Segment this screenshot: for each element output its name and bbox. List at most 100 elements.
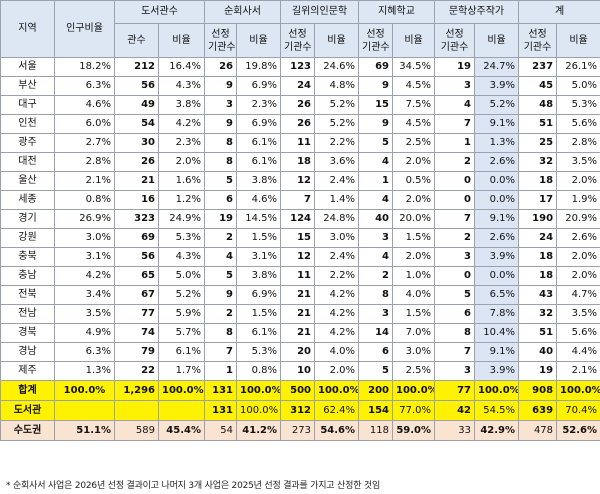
cell-circulating-count: 3 bbox=[204, 95, 237, 115]
cell-humanities-count: 12 bbox=[280, 171, 315, 191]
total-circulating-count: 131 bbox=[204, 380, 237, 401]
cell-circulating-count: 1 bbox=[204, 361, 237, 381]
table-row: 세종 0.8% 16 1.2% 6 4.6% 7 1.4% 4 2.0% 0 0.0% 17 1.9% bbox=[0, 190, 600, 210]
cell-sum-count: 32 bbox=[518, 152, 558, 172]
library-wisdom-count: 154 bbox=[358, 400, 394, 421]
cell-population-ratio: 2.8% bbox=[54, 152, 115, 172]
cell-sum-ratio: 5.6% bbox=[556, 114, 600, 134]
cell-humanities-ratio: 4.2% bbox=[313, 285, 360, 305]
subheader-selected-line2: 기관수 bbox=[208, 41, 236, 53]
cell-writer-count: 0 bbox=[434, 190, 476, 210]
cell-library-count: 54 bbox=[114, 114, 159, 134]
library-writer-count: 42 bbox=[434, 400, 476, 421]
footnote: * 순회사서 사업은 2026년 선정 결과이고 나머지 3개 사업은 2025… bbox=[6, 481, 381, 491]
cell-writer-count: 8 bbox=[434, 323, 476, 343]
cell-region: 강원 bbox=[0, 228, 55, 248]
table-row: 전북 3.4% 67 5.2% 9 6.9% 21 4.2% 8 4.0% 5 6.5% 43 4.7% bbox=[0, 285, 600, 305]
library-humanities-ratio: 62.4% bbox=[313, 400, 360, 421]
cell-wisdom-ratio: 2.0% bbox=[392, 247, 436, 267]
cell-wisdom-ratio: 1.5% bbox=[392, 228, 436, 248]
cell-circulating-count: 2 bbox=[204, 228, 237, 248]
subheader-selected-line1: 선정 bbox=[211, 28, 230, 40]
metro-library-ratio: 45.4% bbox=[158, 420, 205, 441]
cell-sum-count: 24 bbox=[518, 228, 558, 248]
regional-program-table: 지역 인구비율 도서관수 순회사서 길위의인문학 지혜학교 문학상주작가 계 관… bbox=[0, 0, 600, 441]
cell-region: 광주 bbox=[0, 133, 55, 153]
cell-humanities-count: 18 bbox=[280, 152, 315, 172]
header-group-libraries: 도서관수 bbox=[114, 0, 205, 24]
cell-writer-ratio: 5.2% bbox=[474, 95, 520, 115]
table-row: 대전 2.8% 26 2.0% 8 6.1% 18 3.6% 4 2.0% 2 2.6% 32 3.5% bbox=[0, 152, 600, 172]
cell-humanities-count: 123 bbox=[280, 57, 315, 77]
header-group-circulating-librarian: 순회사서 bbox=[204, 0, 281, 24]
cell-wisdom-ratio: 2.0% bbox=[392, 152, 436, 172]
cell-humanities-ratio: 4.8% bbox=[313, 76, 360, 96]
table-row: 인천 6.0% 54 4.2% 9 6.9% 26 5.2% 9 4.5% 7 9.1% 51 5.6% bbox=[0, 114, 600, 134]
cell-writer-count: 2 bbox=[434, 152, 476, 172]
cell-humanities-count: 24 bbox=[280, 76, 315, 96]
cell-sum-ratio: 4.7% bbox=[556, 285, 600, 305]
cell-population-ratio: 1.3% bbox=[54, 361, 115, 381]
cell-circulating-count: 8 bbox=[204, 152, 237, 172]
table-body: 서울 18.2% 212 16.4% 26 19.8% 123 24.6% 69 34.5% 19 2… bbox=[0, 57, 600, 381]
cell-wisdom-count: 9 bbox=[358, 76, 394, 96]
cell-sum-ratio: 2.1% bbox=[556, 361, 600, 381]
table-row: 강원 3.0% 69 5.3% 2 1.5% 15 3.0% 3 1.5% 2 2.6% 24 2.6% bbox=[0, 228, 600, 248]
subheader-selected-count: 선정 기관수 bbox=[358, 23, 394, 58]
table-row: 부산 6.3% 56 4.3% 9 6.9% 24 4.8% 9 4.5% 3 3.9% 45 5.0% bbox=[0, 76, 600, 96]
cell-humanities-ratio: 5.2% bbox=[313, 114, 360, 134]
total-library-ratio: 100.0% bbox=[158, 380, 205, 401]
subheader-selected-line1: 선정 bbox=[366, 28, 385, 40]
cell-wisdom-count: 69 bbox=[358, 57, 394, 77]
cell-sum-count: 45 bbox=[518, 76, 558, 96]
cell-circulating-ratio: 2.3% bbox=[236, 95, 281, 115]
cell-sum-count: 237 bbox=[518, 57, 558, 77]
cell-circulating-ratio: 5.3% bbox=[236, 342, 281, 362]
cell-wisdom-count: 4 bbox=[358, 152, 394, 172]
subheader-ratio: 비율 bbox=[556, 23, 600, 58]
cell-population-ratio: 3.0% bbox=[54, 228, 115, 248]
cell-sum-count: 19 bbox=[518, 361, 558, 381]
header-population-ratio: 인구비율 bbox=[54, 0, 115, 58]
metro-wisdom-ratio: 59.0% bbox=[392, 420, 436, 441]
cell-writer-ratio: 2.6% bbox=[474, 228, 520, 248]
cell-population-ratio: 26.9% bbox=[54, 209, 115, 229]
table-row: 경남 6.3% 79 6.1% 7 5.3% 20 4.0% 6 3.0% 7 9.1% 40 4.4% bbox=[0, 342, 600, 362]
cell-sum-ratio: 2.6% bbox=[556, 228, 600, 248]
cell-humanities-ratio: 2.4% bbox=[313, 171, 360, 191]
cell-wisdom-ratio: 4.0% bbox=[392, 285, 436, 305]
header-group-wisdom-school: 지혜학교 bbox=[358, 0, 436, 24]
cell-humanities-ratio: 4.0% bbox=[313, 342, 360, 362]
cell-library-ratio: 1.6% bbox=[158, 171, 205, 191]
cell-humanities-count: 11 bbox=[280, 266, 315, 286]
cell-wisdom-count: 1 bbox=[358, 171, 394, 191]
cell-humanities-count: 21 bbox=[280, 285, 315, 305]
table-row: 울산 2.1% 21 1.6% 5 3.8% 12 2.4% 1 0.5% 0 0.0% 18 2.0% bbox=[0, 171, 600, 191]
cell-sum-count: 18 bbox=[518, 171, 558, 191]
cell-circulating-count: 7 bbox=[204, 342, 237, 362]
cell-circulating-ratio: 6.9% bbox=[236, 114, 281, 134]
cell-circulating-count: 5 bbox=[204, 171, 237, 191]
cell-library-ratio: 4.2% bbox=[158, 114, 205, 134]
cell-wisdom-count: 3 bbox=[358, 228, 394, 248]
cell-humanities-count: 20 bbox=[280, 342, 315, 362]
header-group-resident-writer: 문학상주작가 bbox=[434, 0, 520, 24]
cell-writer-ratio: 6.5% bbox=[474, 285, 520, 305]
cell-population-ratio: 4.6% bbox=[54, 95, 115, 115]
metro-wisdom-count: 118 bbox=[358, 420, 394, 441]
cell-library-ratio: 6.1% bbox=[158, 342, 205, 362]
total-wisdom-ratio: 100.0% bbox=[392, 380, 436, 401]
subheader-selected-count: 선정 기관수 bbox=[518, 23, 558, 58]
total-writer-ratio: 100.0% bbox=[474, 380, 520, 401]
cell-humanities-count: 10 bbox=[280, 361, 315, 381]
cell-library-ratio: 2.3% bbox=[158, 133, 205, 153]
subheader-selected-line2: 기관수 bbox=[523, 41, 552, 53]
cell-circulating-count: 5 bbox=[204, 266, 237, 286]
cell-humanities-ratio: 2.2% bbox=[313, 133, 360, 153]
cell-wisdom-count: 4 bbox=[358, 190, 394, 210]
cell-writer-ratio: 10.4% bbox=[474, 323, 520, 343]
cell-sum-ratio: 5.0% bbox=[556, 76, 600, 96]
cell-humanities-ratio: 2.2% bbox=[313, 266, 360, 286]
total-population-ratio: 100.0% bbox=[54, 380, 115, 401]
cell-writer-count: 2 bbox=[434, 228, 476, 248]
